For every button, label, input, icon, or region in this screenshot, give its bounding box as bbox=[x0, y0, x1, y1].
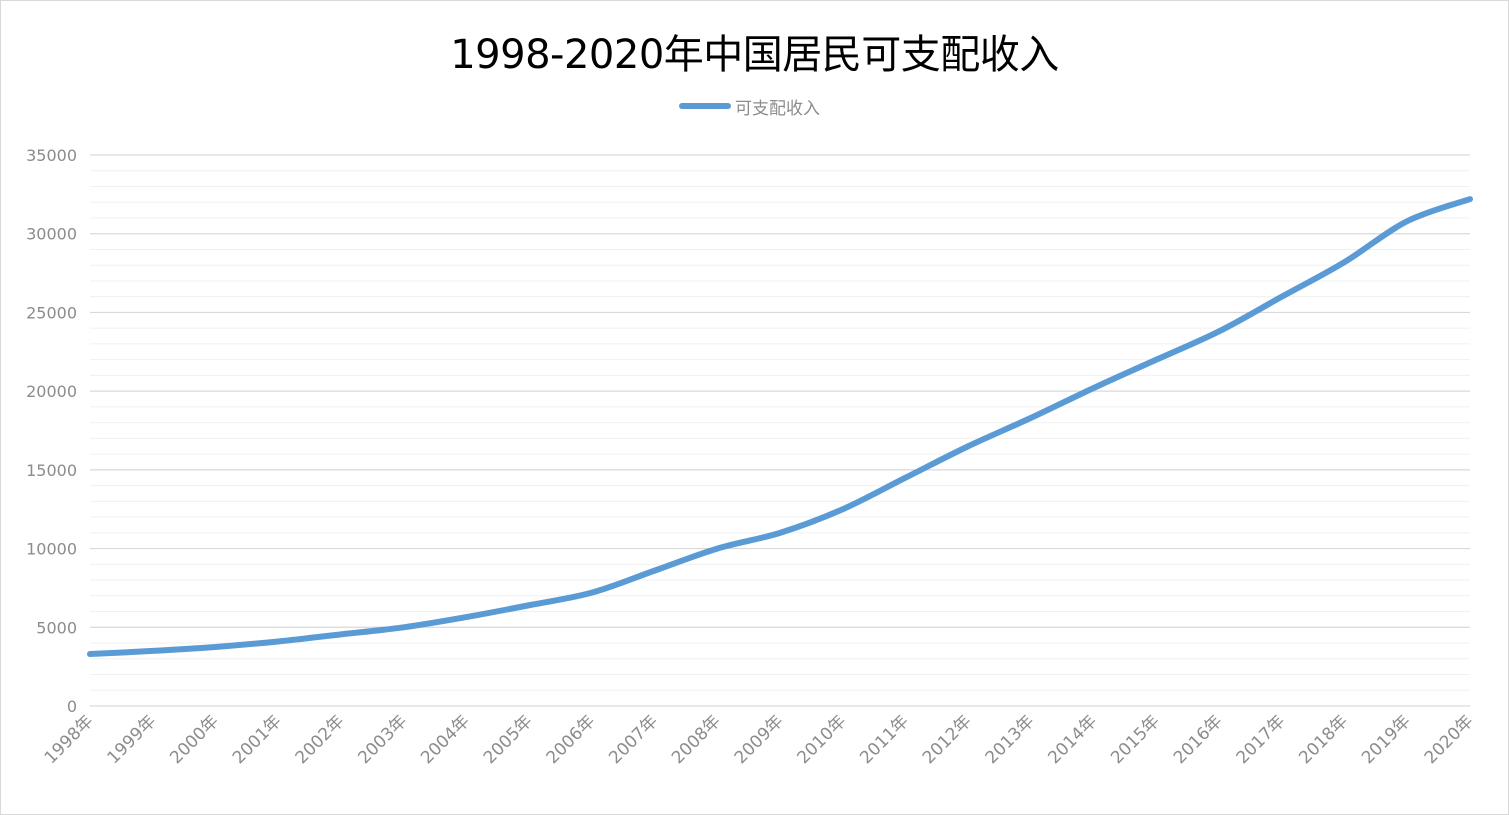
x-tick-label: 2010年 bbox=[794, 711, 851, 768]
legend: 可支配收入 bbox=[679, 94, 820, 119]
legend-label: 可支配收入 bbox=[735, 98, 820, 119]
x-tick-label: 2016年 bbox=[1170, 711, 1227, 768]
y-tick-label: 10000 bbox=[26, 540, 77, 559]
y-tick-label: 20000 bbox=[26, 382, 77, 401]
x-tick-label: 2002年 bbox=[292, 711, 349, 768]
y-tick-label: 25000 bbox=[26, 303, 77, 322]
x-tick-label: 2006年 bbox=[543, 711, 600, 768]
x-tick-label: 2007年 bbox=[605, 711, 662, 768]
minor-gridlines bbox=[90, 170, 1470, 691]
x-tick-label: 2019年 bbox=[1358, 711, 1415, 768]
x-tick-label: 2011年 bbox=[856, 711, 913, 768]
x-tick-label: 2020年 bbox=[1421, 711, 1478, 768]
x-tick-label: 1998年 bbox=[41, 711, 98, 768]
x-tick-label: 2005年 bbox=[480, 711, 537, 768]
x-tick-label: 2000年 bbox=[166, 711, 223, 768]
x-tick-label: 1999年 bbox=[104, 711, 161, 768]
y-tick-label: 0 bbox=[67, 697, 77, 716]
x-tick-label: 2017年 bbox=[1233, 711, 1290, 768]
x-axis-ticks: 1998年 1999年 2000年 2001年 2002年 2003年 2004年 2005年… bbox=[41, 711, 1478, 768]
x-tick-label: 2015年 bbox=[1107, 711, 1164, 768]
legend-swatch bbox=[679, 103, 731, 109]
major-gridlines bbox=[90, 154, 1470, 707]
y-axis-ticks: 0 5000 10000 15000 20000 25000 30000 35000 bbox=[26, 146, 77, 716]
chart-title: 1998-2020年中国居民可支配收入 bbox=[450, 32, 1059, 78]
x-tick-label: 2008年 bbox=[668, 711, 725, 768]
x-tick-label: 2001年 bbox=[229, 711, 286, 768]
y-tick-label: 5000 bbox=[36, 618, 77, 637]
y-tick-label: 35000 bbox=[26, 146, 77, 165]
y-tick-label: 15000 bbox=[26, 461, 77, 480]
series-line bbox=[87, 196, 1473, 658]
x-tick-label: 2014年 bbox=[1044, 711, 1101, 768]
y-tick-label: 30000 bbox=[26, 225, 77, 244]
x-tick-label: 2018年 bbox=[1295, 711, 1352, 768]
x-tick-label: 2003年 bbox=[354, 711, 411, 768]
x-tick-label: 2004年 bbox=[417, 711, 474, 768]
series-layer bbox=[87, 196, 1473, 658]
x-tick-label: 2012年 bbox=[919, 711, 976, 768]
x-tick-label: 2013年 bbox=[982, 711, 1039, 768]
x-tick-label: 2009年 bbox=[731, 711, 788, 768]
